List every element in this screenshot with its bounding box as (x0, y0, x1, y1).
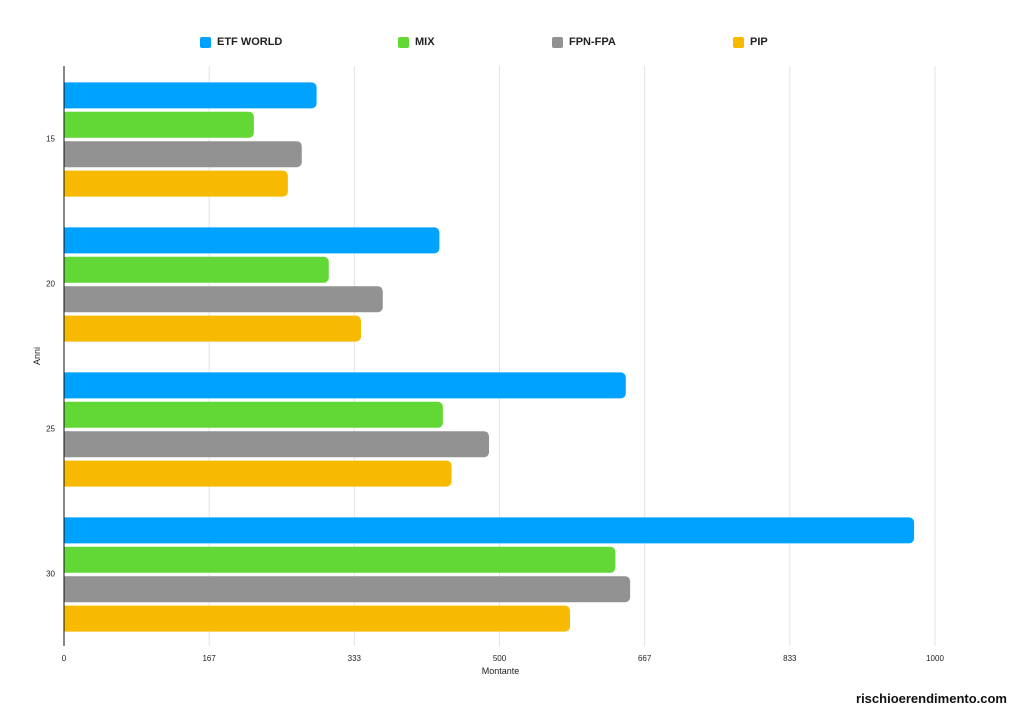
legend-label-fpn-fpa: FPN-FPA (569, 36, 616, 48)
bar-left-edge (64, 82, 70, 109)
legend-swatch-fpn-fpa (552, 36, 563, 48)
bar-left-edge (64, 111, 70, 138)
legend-swatch-pip (733, 36, 744, 48)
bar (64, 82, 317, 109)
legend-item-etf-world: ETF WORLD (200, 36, 282, 48)
bar (64, 401, 443, 428)
bar-left-edge (64, 256, 70, 283)
bar (64, 372, 626, 399)
legend-item-pip: PIP (733, 36, 768, 48)
x-tick-label: 333 (348, 654, 362, 663)
x-axis-label: Montante (482, 666, 520, 676)
bar (64, 431, 490, 458)
x-tick-label: 1000 (926, 654, 944, 663)
bar (64, 286, 383, 313)
y-tick-label: 25 (46, 425, 55, 434)
y-tick-label: 20 (46, 280, 55, 289)
legend-label-pip: PIP (750, 36, 768, 48)
y-axis-label: Anni (32, 347, 42, 365)
x-tick-label: 667 (638, 654, 652, 663)
x-tick-label: 0 (62, 654, 67, 663)
bar (64, 170, 288, 197)
bar (64, 546, 616, 573)
legend-swatch-mix (398, 36, 409, 48)
bar-left-edge (64, 460, 70, 487)
legend-item-mix: MIX (398, 36, 435, 48)
legend-label-mix: MIX (415, 36, 435, 48)
bar (64, 460, 452, 487)
bar (64, 227, 440, 254)
bar-left-edge (64, 576, 70, 603)
bar (64, 111, 254, 138)
x-tick-label: 500 (493, 654, 507, 663)
x-tick-label: 167 (202, 654, 216, 663)
bar (64, 256, 329, 283)
legend-swatch-etf-world (200, 36, 211, 48)
bar (64, 576, 631, 603)
y-tick-label: 30 (46, 570, 55, 579)
bar-left-edge (64, 315, 70, 342)
bar-left-edge (64, 431, 70, 458)
bar (64, 605, 571, 632)
bar-left-edge (64, 372, 70, 399)
bar-left-edge (64, 546, 70, 573)
y-tick-label: 15 (46, 135, 55, 144)
x-tick-label: 833 (783, 654, 797, 663)
bar-left-edge (64, 605, 70, 632)
bar-left-edge (64, 227, 70, 254)
bar (64, 517, 915, 544)
bar (64, 141, 302, 168)
legend: ETF WORLD MIX FPN-FPA PIP (0, 36, 1024, 52)
bar-left-edge (64, 286, 70, 313)
bar-left-edge (64, 170, 70, 197)
bar-left-edge (64, 401, 70, 428)
watermark: rischioerendimento.com (856, 691, 1007, 706)
bar-left-edge (64, 517, 70, 544)
bar (64, 315, 362, 342)
legend-label-etf-world: ETF WORLD (217, 36, 283, 48)
bar-left-edge (64, 141, 70, 168)
legend-item-fpn-fpa: FPN-FPA (552, 36, 616, 48)
